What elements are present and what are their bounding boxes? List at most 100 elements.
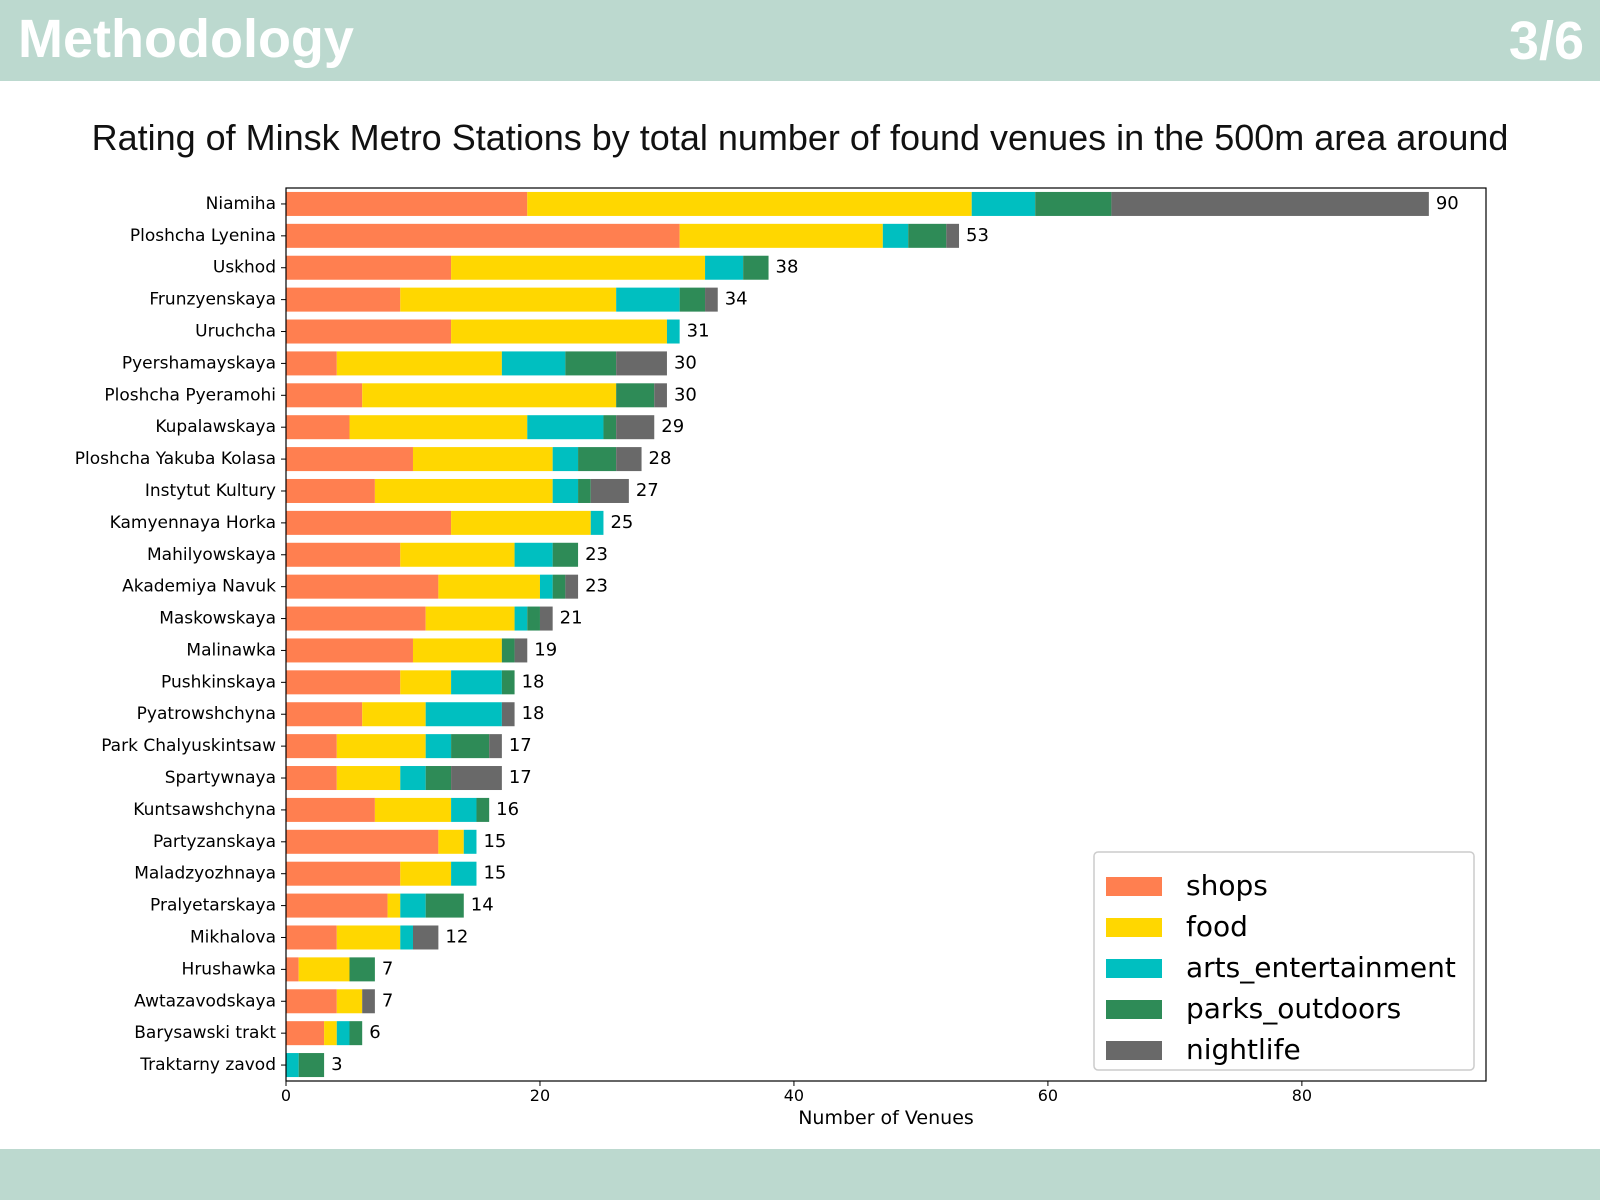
bar-food [438, 829, 464, 854]
bar-parks_outdoors [578, 478, 591, 503]
y-tick-label: Akademiya Navuk [122, 577, 276, 597]
bar-shops [286, 797, 375, 822]
total-label: 23 [585, 576, 608, 597]
bar-arts_entertainment [971, 191, 1036, 216]
x-tick-label: 20 [530, 1086, 550, 1105]
bar-arts_entertainment [501, 351, 566, 376]
legend-swatch-parks_outdoors [1106, 1000, 1162, 1019]
bar-parks_outdoors [298, 1053, 325, 1078]
bar-shops [286, 447, 413, 472]
y-tick-label: Maskowskaya [159, 609, 276, 629]
bar-arts_entertainment [552, 447, 579, 472]
y-tick-label: Barysawski trakt [134, 1023, 276, 1043]
bar-arts_entertainment [451, 797, 477, 822]
bar-food [412, 447, 553, 472]
bar-arts_entertainment [400, 925, 413, 950]
y-tick-label: Instytut Kultury [145, 481, 276, 501]
bar-parks_outdoors [603, 415, 617, 440]
bar-parks_outdoors [451, 734, 490, 759]
bar-arts_entertainment [527, 415, 604, 440]
bar-parks_outdoors [908, 223, 947, 248]
bar-nightlife [946, 223, 960, 248]
bar-food [400, 287, 617, 312]
bar-parks_outdoors [527, 606, 540, 631]
y-tick-label: Malinawka [186, 640, 276, 660]
x-tick-label: 60 [1038, 1086, 1058, 1105]
bar-shops [286, 383, 363, 408]
bar-nightlife [1111, 191, 1429, 216]
total-label: 14 [471, 895, 494, 916]
bar-shops [286, 734, 337, 759]
plot-frame [285, 187, 1487, 1082]
y-tick-label: Kuntsawshchyna [133, 800, 276, 820]
total-label: 15 [483, 831, 506, 852]
bar-shops [286, 670, 401, 695]
y-tick-label: Ploshcha Yakuba Kolasa [75, 449, 276, 469]
bar-shops [286, 510, 452, 535]
bar-parks_outdoors [578, 447, 617, 472]
bar-arts_entertainment [616, 287, 680, 312]
y-tick-label: Traktarny zavod [139, 1055, 276, 1075]
bar-parks_outdoors [743, 255, 769, 280]
y-tick-label: Kupalawskaya [155, 417, 276, 437]
chart-title: Rating of Minsk Metro Stations by total … [91, 117, 1509, 158]
y-tick-label: Mahilyowskaya [147, 545, 276, 565]
total-label: 27 [636, 480, 659, 501]
bar-parks_outdoors [552, 542, 579, 567]
bar-nightlife [362, 989, 375, 1014]
bar-food [451, 319, 667, 344]
bar-nightlife [590, 478, 629, 503]
total-label: 16 [496, 799, 519, 820]
bar-food [527, 191, 972, 216]
bar-nightlife [616, 351, 667, 376]
bar-shops [286, 351, 337, 376]
y-tick-label: Partyzanskaya [153, 832, 276, 852]
total-label: 3 [331, 1054, 342, 1075]
bar-arts_entertainment [514, 542, 553, 567]
total-label: 29 [661, 416, 684, 437]
total-label: 34 [725, 289, 748, 310]
legend-label-arts_entertainment: arts_entertainment [1186, 951, 1456, 984]
bar-shops [286, 861, 401, 886]
bar-nightlife [514, 638, 528, 663]
bar-food [412, 638, 502, 663]
bar-arts_entertainment [425, 734, 452, 759]
bar-parks_outdoors [679, 287, 706, 312]
bar-food [362, 702, 426, 727]
bar-parks_outdoors [501, 670, 515, 695]
y-tick-label: Kamyennaya Horka [110, 513, 276, 533]
bar-shops [286, 702, 363, 727]
bar-shops [286, 255, 452, 280]
bar-nightlife [654, 383, 667, 408]
bar-food [374, 797, 452, 822]
legend-box [1093, 851, 1475, 1071]
total-label: 15 [483, 863, 506, 884]
bar-arts_entertainment [400, 766, 426, 791]
total-label: 17 [509, 767, 532, 788]
bar-shops [286, 287, 401, 312]
x-tick-label: 40 [784, 1086, 804, 1105]
total-label: 18 [522, 671, 545, 692]
bar-parks_outdoors [501, 638, 515, 663]
bar-food [362, 383, 617, 408]
total-label: 53 [966, 225, 989, 246]
bar-nightlife [565, 574, 579, 599]
bar-shops [286, 957, 299, 982]
bar-shops [286, 319, 452, 344]
bar-arts_entertainment [451, 861, 477, 886]
bar-parks_outdoors [349, 957, 375, 982]
bar-parks_outdoors [616, 383, 655, 408]
y-tick-label: Spartywnaya [165, 768, 276, 788]
legend-label-shops: shops [1186, 869, 1268, 902]
bar-shops [286, 223, 680, 248]
bar-parks_outdoors [1035, 191, 1112, 216]
bar-shops [286, 606, 426, 631]
y-tick-label: Uruchcha [195, 322, 276, 342]
header-bar: Methodology 3/6 [0, 0, 1600, 81]
total-label: 21 [560, 608, 583, 629]
bar-parks_outdoors [425, 893, 464, 918]
legend-swatch-nightlife [1106, 1041, 1162, 1060]
bar-food [336, 734, 426, 759]
bar-food [349, 415, 528, 440]
bar-shops [286, 893, 388, 918]
